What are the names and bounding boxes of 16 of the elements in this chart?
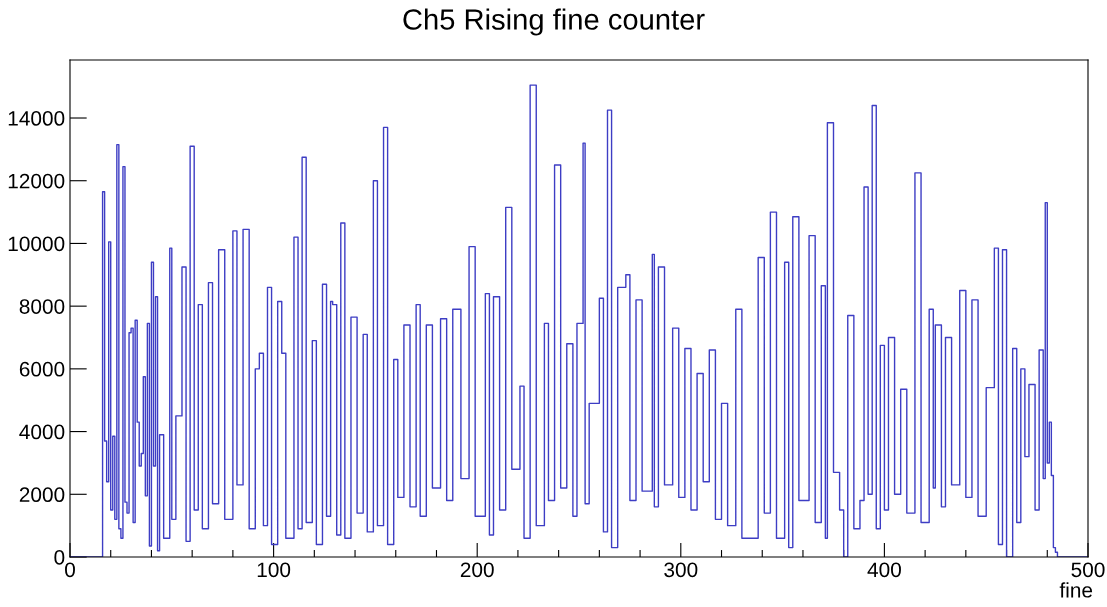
y-tick-label: 8000 (19, 299, 65, 314)
y-tick-label: 6000 (19, 361, 65, 377)
y-tick-label: 14000 (8, 111, 65, 126)
y-tick-label: 12000 (8, 173, 65, 189)
y-tick-label: 4000 (19, 424, 65, 440)
y-tick-label: 0 (54, 550, 65, 565)
x-axis-title: fine (1059, 582, 1093, 598)
chart-title: Ch5 Rising fine counter (403, 8, 705, 36)
x-tick-label: 400 (867, 562, 901, 578)
x-tick-label: 500 (1071, 562, 1105, 578)
x-tick-label: 100 (257, 562, 291, 578)
y-tick-label: 2000 (19, 487, 65, 503)
x-tick-label: 0 (65, 562, 75, 578)
x-tick-label: 300 (664, 562, 698, 578)
x-tick-label: 200 (460, 562, 494, 578)
y-tick-label: 10000 (8, 236, 65, 252)
